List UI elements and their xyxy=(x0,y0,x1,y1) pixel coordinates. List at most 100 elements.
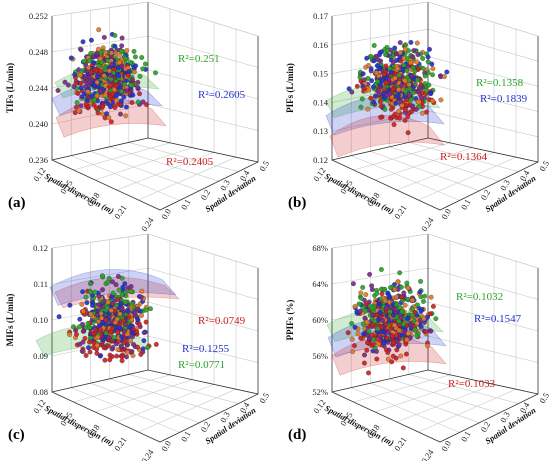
scatter-point xyxy=(96,293,102,299)
scatter-point xyxy=(420,110,426,116)
scatter-points xyxy=(345,267,439,376)
scatter-point xyxy=(365,106,371,112)
scatter-point xyxy=(444,69,450,75)
scatter-point xyxy=(384,305,389,311)
grid-line xyxy=(389,146,499,182)
scatter-point xyxy=(79,348,85,354)
top-edge xyxy=(331,1,539,37)
scatter-point xyxy=(390,333,395,339)
scatter-point xyxy=(397,50,403,56)
y-axis-ticks: 52% 56% 60% 64% 68% xyxy=(312,243,328,397)
scatter-point xyxy=(125,309,131,314)
floor-edge xyxy=(51,391,259,443)
scatter-point xyxy=(402,78,408,84)
grid-line xyxy=(427,56,539,87)
scatter-point xyxy=(100,287,105,293)
scatter-point xyxy=(391,322,397,328)
grid-line xyxy=(427,83,539,112)
scatter-point xyxy=(88,289,94,295)
scatter-point xyxy=(97,56,103,62)
scatter-point xyxy=(381,95,387,101)
scatter-point xyxy=(102,92,108,98)
scatter-point xyxy=(403,46,408,52)
scatter-point xyxy=(405,296,411,302)
z-tick-label: 0.5 xyxy=(537,159,550,173)
scatter-point xyxy=(441,74,447,80)
scatter-point xyxy=(108,119,114,125)
scatter-point xyxy=(410,54,416,60)
scatter-point xyxy=(393,51,399,57)
scatter-point xyxy=(94,79,100,85)
scatter-point xyxy=(124,48,130,53)
fit-surface-red xyxy=(54,277,180,309)
r2-label-red: R²=0.1033 xyxy=(448,378,496,390)
scatter-point xyxy=(350,349,356,355)
scatter-point xyxy=(112,43,118,49)
scatter-point xyxy=(421,298,426,304)
scatter-point xyxy=(376,88,382,94)
z-axis-ticks: 0.00.10.20.30.40.5 xyxy=(439,159,550,221)
scatter-point xyxy=(135,99,141,105)
scatter-point xyxy=(118,344,124,350)
scatter-point xyxy=(393,294,399,300)
scatter-point xyxy=(119,88,125,94)
scatter-point xyxy=(382,106,388,112)
grid-line xyxy=(353,374,451,403)
scatter-point xyxy=(78,47,84,53)
scatter-point xyxy=(110,91,116,97)
scatter-point xyxy=(109,50,114,56)
scatter-point xyxy=(366,329,372,334)
scatter-point xyxy=(129,100,135,105)
scatter-point xyxy=(92,97,97,103)
chart-panel-2: 0.12 0.13 0.14 0.15 0.16 0.17 PIFs (L/min) 0.12… xyxy=(285,1,550,233)
scatter-point xyxy=(375,79,381,84)
scatter-point xyxy=(107,352,113,358)
scatter-point xyxy=(433,316,439,322)
scatter-point xyxy=(87,79,93,85)
y-tick-label: 0.09 xyxy=(33,351,48,361)
scatter-point xyxy=(95,334,101,340)
y-axis-title: PPIFs (%) xyxy=(285,300,295,341)
scatter-point xyxy=(397,115,403,121)
scatter-point xyxy=(75,90,81,96)
scatter-point xyxy=(357,308,363,314)
scatter-point xyxy=(55,88,61,93)
scatter-point xyxy=(358,295,364,301)
scatter-point xyxy=(412,327,418,333)
scatter-point xyxy=(430,303,436,309)
scatter-point xyxy=(137,73,143,79)
scatter-point xyxy=(374,356,380,362)
scatter-point xyxy=(88,51,94,56)
scatter-point xyxy=(380,91,386,97)
scatter-point xyxy=(368,66,374,72)
scatter-point xyxy=(96,319,101,324)
scatter-point xyxy=(358,104,364,110)
grid-line xyxy=(109,378,219,414)
scatter-point xyxy=(418,94,424,100)
scatter-point xyxy=(77,316,83,322)
scatter-point xyxy=(399,294,405,300)
scatter-point xyxy=(401,329,407,335)
grid-line xyxy=(147,103,259,131)
fit-labels: R²=0.0749 R²=0.1255 R²=0.0771 xyxy=(178,315,246,371)
scatter-point xyxy=(363,301,369,307)
scatter-point xyxy=(394,332,399,338)
scatter-point xyxy=(98,327,104,333)
scatter-point xyxy=(358,290,364,296)
scatter-point xyxy=(110,290,116,296)
scatter-point xyxy=(125,349,130,355)
scatter-point xyxy=(119,306,125,312)
scatter-point xyxy=(395,66,401,72)
scatter-point xyxy=(92,289,98,295)
scatter-point xyxy=(126,314,132,320)
scatter-point xyxy=(85,89,91,95)
scatter-point xyxy=(346,86,352,92)
scatter-point xyxy=(116,60,122,66)
grid-line xyxy=(90,382,200,424)
scatter-point xyxy=(371,99,377,105)
top-edge xyxy=(51,233,259,269)
y-tick-label: 0.13 xyxy=(313,126,328,136)
z-tick-label: 0.0 xyxy=(439,439,453,453)
y-tick-label: 0.248 xyxy=(29,47,48,57)
scatter-point xyxy=(130,77,135,83)
